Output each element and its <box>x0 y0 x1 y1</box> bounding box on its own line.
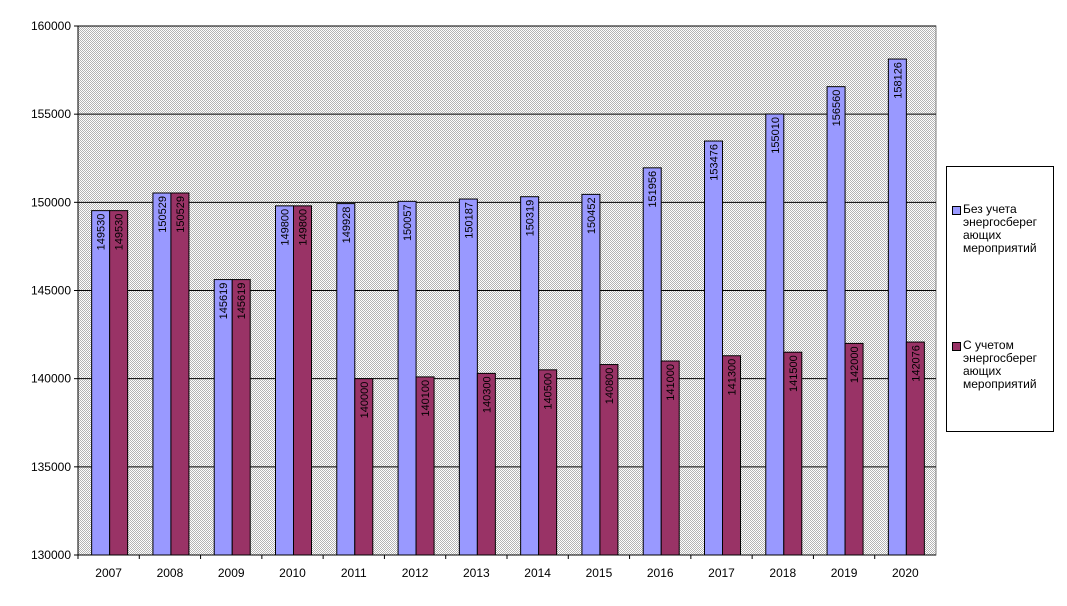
legend-label-without-measures: Без учета энергосберег ающих мероприятий <box>963 203 1055 255</box>
bar-without-measures <box>397 200 417 556</box>
x-tick-label: 2008 <box>157 566 184 580</box>
data-label: 145619 <box>236 283 248 320</box>
bar-with-measures <box>170 192 190 556</box>
data-label: 153476 <box>709 144 721 181</box>
bar-with-measures <box>293 205 312 556</box>
x-tick-label: 2009 <box>218 566 245 580</box>
x-tick-label: 2014 <box>524 566 551 580</box>
x-tick-label: 2016 <box>647 566 674 580</box>
x-tick-label: 2018 <box>769 566 796 580</box>
x-tick-label: 2013 <box>463 566 490 580</box>
bar-without-measures <box>642 167 662 556</box>
legend-line: мероприятий <box>963 377 1037 391</box>
x-tick-label: 2011 <box>341 566 367 580</box>
data-label: 149800 <box>280 209 292 246</box>
y-tick-label: 155000 <box>31 107 71 121</box>
y-tick-label: 130000 <box>31 548 71 562</box>
data-label: 155010 <box>770 117 782 154</box>
data-label: 141000 <box>665 364 677 401</box>
bar-without-measures <box>765 113 785 556</box>
bar-without-measures <box>275 205 294 556</box>
data-label: 158126 <box>892 62 904 99</box>
data-label: 150057 <box>402 204 414 241</box>
bar-without-measures <box>581 193 601 556</box>
legend-line: энергосберег <box>963 215 1038 229</box>
x-tick-label: 2017 <box>708 566 735 580</box>
legend-line: ающих <box>963 228 1002 242</box>
bar-without-measures <box>887 58 907 556</box>
data-label: 150529 <box>157 196 169 233</box>
x-tick-label: 2007 <box>95 566 122 580</box>
data-label: 140100 <box>420 380 432 417</box>
bar-without-measures <box>152 192 172 556</box>
data-label: 140000 <box>359 382 371 419</box>
chart-legend: Без учета энергосберег ающих мероприятий… <box>946 166 1054 432</box>
y-tick-label: 145000 <box>31 284 71 298</box>
data-label: 141300 <box>727 359 739 396</box>
legend-line: мероприятий <box>963 241 1037 255</box>
data-label: 140300 <box>481 376 493 413</box>
x-tick-label: 2019 <box>831 566 858 580</box>
data-label: 140500 <box>543 373 555 410</box>
x-tick-label: 2010 <box>279 566 306 580</box>
data-label: 151956 <box>647 171 659 208</box>
bar-without-measures <box>213 279 233 556</box>
bar-without-measures <box>520 196 540 556</box>
data-label: 149530 <box>96 214 108 251</box>
data-label: 140800 <box>604 368 616 405</box>
bar-with-measures <box>231 279 251 556</box>
legend-swatch-with-measures <box>952 342 961 351</box>
legend-swatch-without-measures <box>952 206 961 215</box>
legend-line: Без учета <box>963 202 1017 216</box>
y-tick-label: 160000 <box>31 19 71 33</box>
data-label: 145619 <box>218 283 230 320</box>
x-tick-label: 2012 <box>402 566 429 580</box>
data-label: 150529 <box>175 196 187 233</box>
data-label: 150452 <box>586 197 598 234</box>
data-label: 142076 <box>910 345 922 382</box>
data-label: 156560 <box>831 90 843 127</box>
legend-line: энергосберег <box>963 351 1038 365</box>
data-label: 150319 <box>525 200 537 237</box>
y-tick-label: 150000 <box>31 195 71 209</box>
data-label: 149530 <box>114 214 126 251</box>
bar-without-measures <box>458 198 478 556</box>
y-tick-label: 135000 <box>31 460 71 474</box>
data-label: 149800 <box>298 209 310 246</box>
legend-line: С учетом <box>963 338 1014 352</box>
y-tick-label: 140000 <box>31 372 71 386</box>
bar-with-measures <box>109 210 129 556</box>
bar-without-measures <box>826 86 846 556</box>
data-label: 150187 <box>463 202 475 239</box>
bar-without-measures <box>704 140 723 556</box>
x-tick-label: 2015 <box>586 566 613 580</box>
bar-without-measures <box>91 210 111 556</box>
legend-line: ающих <box>963 364 1002 378</box>
data-label: 142000 <box>849 346 861 383</box>
bar-without-measures <box>336 203 356 556</box>
legend-label-with-measures: С учетом энергосберег ающих мероприятий <box>963 339 1055 391</box>
data-label: 149928 <box>341 207 353 244</box>
data-label: 141500 <box>788 355 800 392</box>
x-tick-label: 2020 <box>892 566 919 580</box>
